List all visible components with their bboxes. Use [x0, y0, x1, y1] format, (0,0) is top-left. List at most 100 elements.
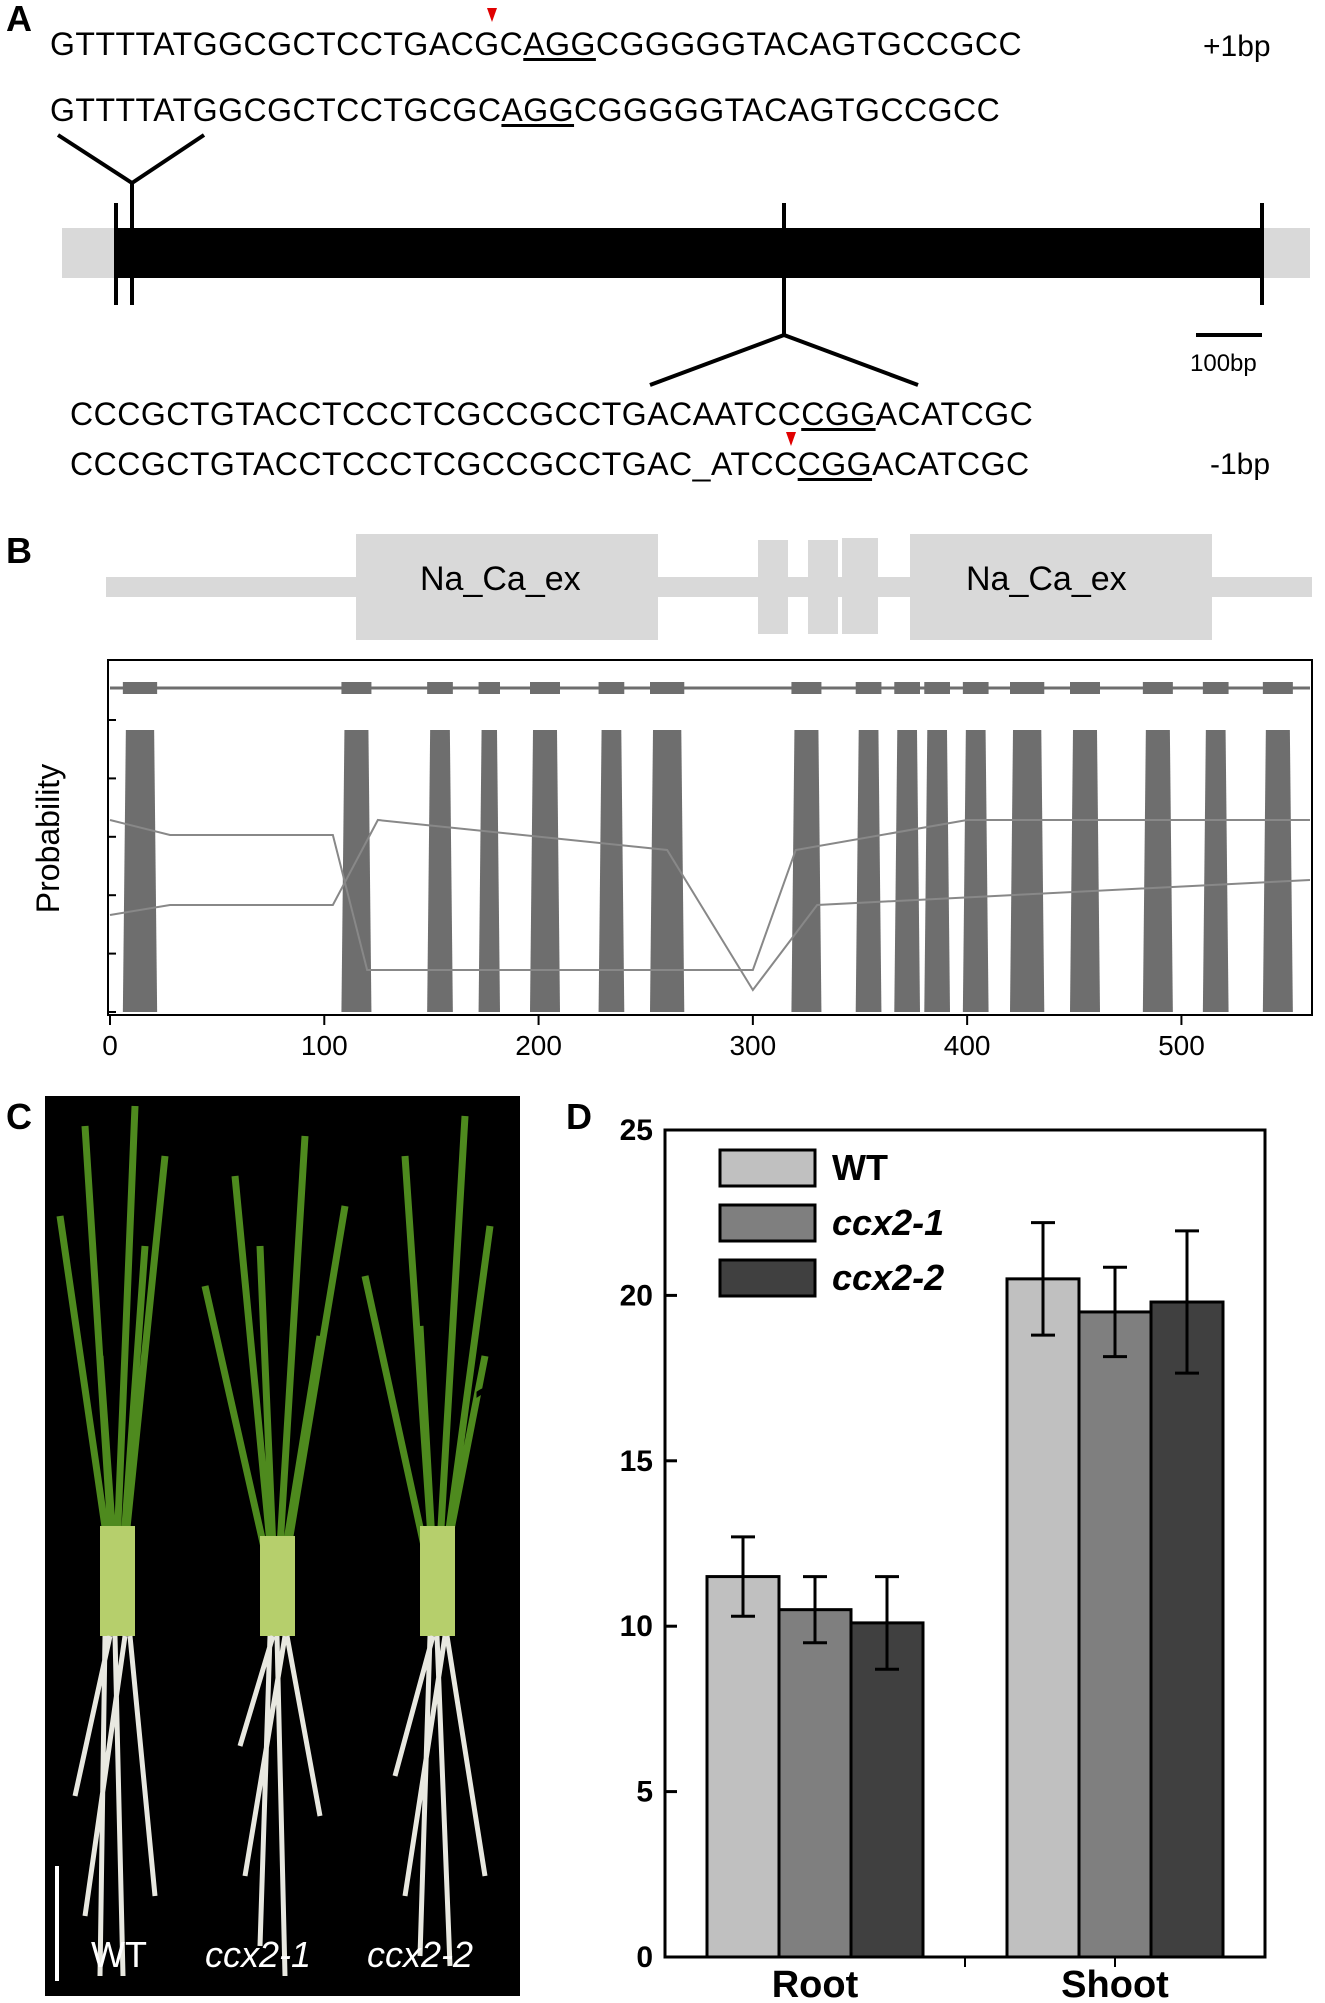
topology-segment	[855, 682, 882, 694]
d-bars	[705, 1221, 1225, 1959]
d-bar	[1077, 1310, 1153, 1959]
d-y-tick-label: 0	[636, 1941, 653, 1974]
panel-label-b: B	[6, 530, 32, 571]
topology-segment	[478, 682, 500, 694]
tm-peak	[598, 730, 625, 1012]
d-y-tick-label: 25	[620, 1114, 653, 1147]
seq1-pre: GTTTTATGGCGCTCCTGACGC	[50, 26, 524, 62]
d-bar	[849, 1621, 925, 1959]
topology-segment	[1262, 682, 1293, 694]
topology-segment	[341, 682, 372, 694]
panel-label-d: D	[566, 1096, 592, 1137]
plant-ccx2-2	[361, 1115, 494, 1967]
photo-label-wt: WT	[91, 1934, 147, 1975]
d-legend-label: WT	[832, 1147, 888, 1188]
tm-peak	[530, 730, 560, 1012]
tm-block-3	[842, 538, 878, 634]
d-y-tick-label: 20	[620, 1279, 653, 1312]
b-x-tick-label: 500	[1158, 1030, 1205, 1061]
seq4-post: ACATCGC	[872, 446, 1030, 482]
callout-line-left-b	[130, 133, 206, 185]
b-x-tick-label: 200	[515, 1030, 562, 1061]
d-y-tick-label: 5	[636, 1776, 653, 1809]
plant-ccx2-1	[201, 1135, 349, 1977]
tm-peak	[1262, 730, 1293, 1012]
d-axes: 0 5 10 15 20 25 Root Shoot	[620, 1114, 1267, 2003]
b-y-axis-ticks	[108, 719, 116, 1013]
callout-line-right-b	[783, 333, 919, 387]
b-x-tick-label: 100	[301, 1030, 348, 1061]
tm-peak	[894, 730, 920, 1012]
tm-peak	[341, 730, 372, 1012]
topology-segment	[530, 682, 560, 694]
topology-segment	[791, 682, 822, 694]
photo-label-ccx2-2: ccx2-2	[367, 1934, 474, 1975]
plant-wt	[56, 1105, 169, 1977]
seq2-pre: GTTTTATGGCGCTCCTGCGC	[50, 92, 502, 128]
protein-domain-and-topology-plot: 0 100 200 300 400 500	[102, 534, 1313, 1061]
callout-line-left-a	[56, 133, 134, 185]
b-x-tick-label: 400	[944, 1030, 991, 1061]
d-legend-swatch	[718, 1148, 817, 1188]
tm-line-inside	[109, 819, 1310, 971]
d-legend: WT ccx2-1 ccx2-2	[718, 1147, 944, 1298]
topology-segment	[1202, 682, 1229, 694]
b-x-tick-label: 300	[729, 1030, 776, 1061]
panel-label-a: A	[6, 0, 32, 39]
tm-peak	[791, 730, 822, 1012]
d-legend-label: ccx2-2	[832, 1257, 944, 1298]
topology-segment	[962, 682, 989, 694]
topology-segment	[894, 682, 920, 694]
scale-bar-label: 100bp	[1190, 350, 1257, 377]
d-y-tick-label: 15	[620, 1445, 653, 1478]
tm-peak	[1142, 730, 1173, 1012]
domain-box-1	[356, 534, 658, 640]
tm-peak	[1202, 730, 1229, 1012]
topology-segment	[1142, 682, 1173, 694]
topology-segment	[924, 682, 950, 694]
seq2-pam: AGG	[501, 92, 575, 128]
tm-peak	[650, 730, 685, 1012]
sequence-minus1-mutant: CCCGCTGTACCTCCCTCGCCGCCTGAC_ATCCCGGACATC…	[70, 446, 1030, 483]
tm-block-2	[808, 540, 838, 634]
topology-plot-frame	[107, 659, 1313, 1016]
d-legend-swatch	[718, 1203, 817, 1243]
sequence-plus1-reference: GTTTTATGGCGCTCCTGCGCAGGCGGGGGTACAGTGCCGC…	[50, 92, 1000, 129]
topology-segment	[1070, 682, 1100, 694]
domain-label-1: Na_Ca_ex	[420, 560, 581, 598]
seq2-post: CGGGGGTACAGTGCCGCC	[574, 92, 1001, 128]
d-bar	[777, 1608, 853, 1959]
domain-label-2: Na_Ca_ex	[966, 560, 1127, 598]
sequence-minus1-reference: CCCGCTGTACCTCCCTCGCCGCCTGACAATCCCGGACATC…	[70, 396, 1033, 433]
tm-topology-segments	[110, 682, 1310, 694]
b-y-axis-label: Probability	[30, 763, 67, 914]
length-bar-chart: 0 5 10 15 20 25 Root Shoot WT ccx2-1 ccx2-2	[620, 1114, 1267, 2003]
tm-peak	[924, 730, 950, 1012]
tm-probability-lines	[109, 818, 1311, 992]
rice-seedlings-photo: WT ccx2-1 ccx2-2	[45, 1096, 520, 1996]
d-x-tick-label: Root	[772, 1964, 859, 2003]
photo-label-ccx2-1: ccx2-1	[205, 1934, 312, 1975]
tm-peak	[122, 730, 158, 1012]
d-legend-label: ccx2-1	[832, 1202, 944, 1243]
d-x-tick-label: Shoot	[1061, 1964, 1169, 2003]
callout-line-right-a	[649, 333, 785, 387]
topology-segment	[427, 682, 453, 694]
tm-peak	[962, 730, 989, 1012]
panel-label-c: C	[6, 1096, 32, 1137]
tm-peak	[478, 730, 500, 1012]
seq4-pam: CGG	[797, 446, 873, 482]
topology-segment	[650, 682, 685, 694]
seq4-pre: CCCGCTGTACCTCCCTCGCCGCCTGAC_ATCC	[70, 446, 798, 482]
mutation-site-marker-bottom	[786, 432, 796, 446]
mutation-site-marker-top	[487, 8, 497, 22]
cds-bar	[118, 228, 1262, 278]
d-bar	[705, 1575, 781, 1959]
tm-line-outside	[109, 818, 1311, 992]
seq3-pam: CGG	[801, 396, 876, 432]
b-x-axis-ticks: 0 100 200 300 400 500	[102, 1015, 1205, 1061]
tm-peak	[1010, 730, 1045, 1012]
b-x-tick-label: 0	[102, 1030, 118, 1061]
seq1-pam: AGG	[523, 26, 596, 62]
tm-block-1	[758, 540, 788, 634]
